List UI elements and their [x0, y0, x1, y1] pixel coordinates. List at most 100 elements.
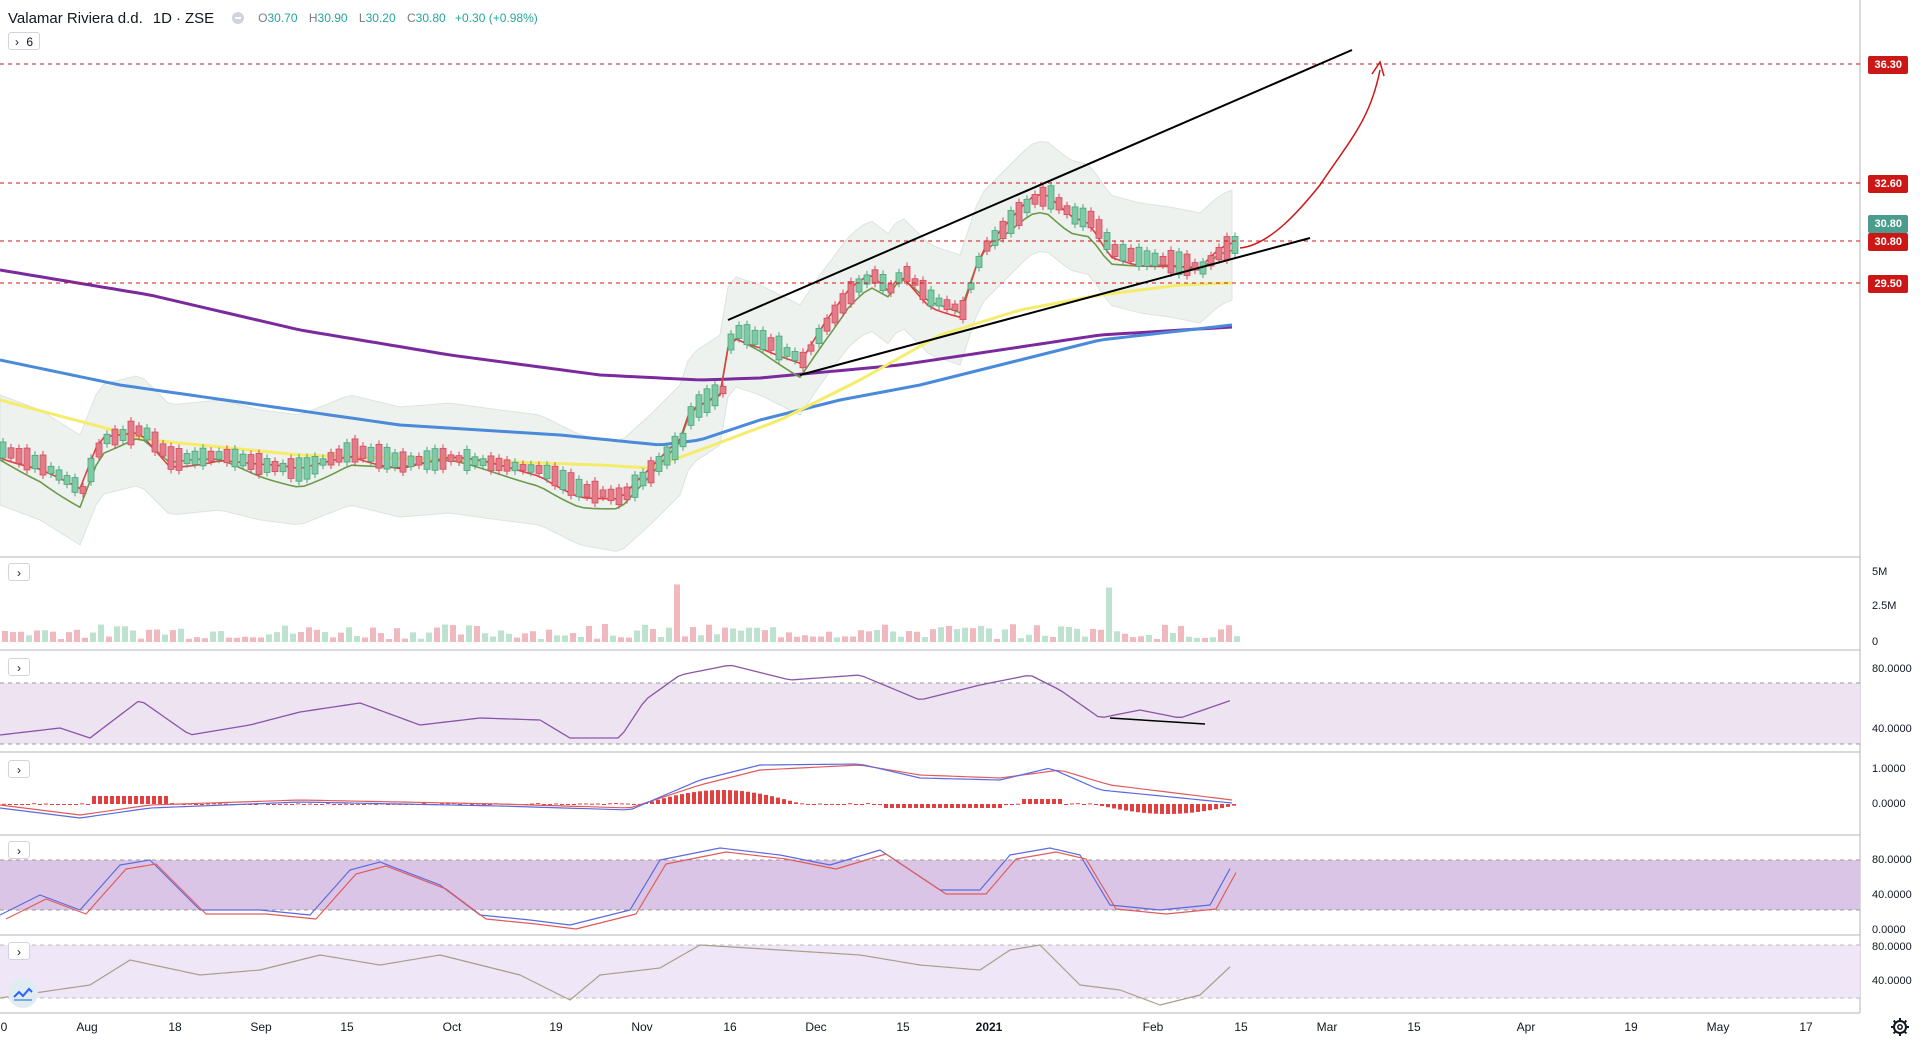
volume-bar: [882, 624, 888, 642]
candle-body: [967, 282, 975, 290]
macd-histogram-bar: [932, 804, 936, 808]
interval[interactable]: 1D: [152, 9, 172, 27]
candle-body: [295, 457, 303, 482]
volume-bar: [906, 631, 912, 642]
candle-body: [1015, 202, 1023, 226]
macd-histogram-bar: [1088, 803, 1092, 805]
time-axis-label: Dec: [805, 1020, 827, 1034]
time-axis-label: 15: [340, 1020, 354, 1034]
macd-histogram-bar: [92, 796, 96, 804]
oscillator-line: [0, 944, 1231, 1006]
candle-body: [1215, 247, 1223, 261]
candle-body: [1119, 244, 1127, 262]
candle-body: [943, 299, 951, 311]
oscillator-pane-toggle[interactable]: ›: [8, 942, 30, 960]
volume-bar: [346, 627, 352, 642]
tradingview-logo[interactable]: [8, 978, 38, 1008]
candle-body: [351, 438, 359, 463]
macd-histogram-bar: [1190, 804, 1194, 813]
symbol-header: Valamar Riviera d.d. 1D · ZSE O30.70 H30…: [8, 9, 538, 27]
volume-bar: [386, 638, 392, 642]
macd-histogram-bar: [914, 804, 918, 808]
volume-bar: [610, 635, 616, 642]
macd-histogram-bar: [566, 804, 570, 805]
symbol-name[interactable]: Valamar Riviera d.d.: [8, 9, 143, 27]
volume-bar: [994, 638, 1000, 642]
volume-bar: [722, 627, 728, 642]
volume-bar: [786, 632, 792, 642]
volume-bar: [842, 636, 848, 642]
candle-body: [1159, 255, 1167, 266]
volume-bar: [98, 624, 104, 642]
candle-body: [911, 278, 919, 286]
macd-histogram-bar: [812, 804, 816, 805]
volume-bar: [2, 630, 8, 642]
macd-histogram-bar: [974, 804, 978, 808]
volume-bar: [1058, 626, 1064, 642]
candle-body: [95, 442, 103, 458]
macd-histogram-bar: [362, 804, 366, 805]
volume-bar: [746, 627, 752, 642]
macd-histogram-bar: [1022, 799, 1026, 804]
indicators-toggle-button[interactable]: › 6: [8, 32, 40, 50]
macd-histogram-bar: [560, 804, 564, 805]
volume-bar: [306, 627, 312, 642]
macd-axis-label: 0.0000: [1872, 798, 1906, 810]
macd-histogram-bar: [1016, 803, 1020, 805]
macd-histogram-bar: [992, 804, 996, 808]
volume-axis-label: 0: [1872, 636, 1879, 648]
volume-bar: [922, 637, 928, 642]
volume-bar: [490, 636, 496, 642]
moving-average-100: [0, 323, 1233, 447]
macd-pane-toggle[interactable]: ›: [8, 760, 30, 778]
candle-body: [199, 447, 207, 467]
candle-body: [399, 451, 407, 473]
macd-histogram-bar: [890, 804, 894, 808]
time-axis-label: Mar: [1316, 1020, 1338, 1034]
candle-body: [1143, 250, 1151, 267]
macd-histogram-bar: [1058, 799, 1062, 804]
stochastic-pane-toggle[interactable]: ›: [8, 841, 30, 859]
macd-histogram-bar: [302, 804, 306, 805]
macd-histogram-bar: [224, 803, 228, 805]
macd-histogram-bar: [104, 796, 108, 804]
candle-body: [887, 283, 895, 294]
candle-body: [927, 289, 935, 307]
candle-body: [103, 433, 111, 445]
candle-body: [807, 344, 815, 352]
macd-histogram-bar: [290, 804, 294, 805]
candle-body: [367, 446, 375, 462]
volume-axis-label: 5M: [1872, 566, 1888, 578]
volume-bar: [890, 631, 896, 642]
macd-histogram-bar: [1184, 804, 1188, 814]
candle-body: [335, 448, 343, 463]
macd-histogram-bar: [752, 792, 756, 804]
volume-bar: [122, 626, 128, 642]
macd-histogram-bar: [1232, 804, 1236, 806]
gear-icon[interactable]: [1890, 1017, 1910, 1037]
oscillator-band: [0, 945, 1860, 998]
volume-pane-toggle[interactable]: ›: [8, 563, 30, 581]
macd-histogram-bar: [332, 804, 336, 805]
volume-bar: [738, 630, 744, 642]
candle-body: [1055, 197, 1063, 211]
price-label-level-3: 30.80: [1868, 233, 1908, 251]
macd-histogram-bar: [1208, 804, 1212, 811]
candle-body: [159, 443, 167, 457]
macd-histogram-bar: [182, 804, 186, 805]
price-label-level-1: 36.30: [1868, 56, 1908, 74]
macd-histogram-bar: [710, 790, 714, 804]
volume-bar: [114, 626, 120, 642]
rsi-pane-toggle[interactable]: ›: [8, 658, 30, 676]
volume-bar: [506, 633, 512, 642]
volume-bar: [50, 631, 56, 642]
volume-bar: [650, 629, 656, 642]
moving-average-50: [0, 281, 1233, 470]
macd-histogram-bar: [1052, 799, 1056, 804]
candle-body: [791, 351, 799, 361]
volume-bar: [850, 636, 856, 642]
candle-body: [439, 447, 447, 470]
volume-bar: [290, 633, 296, 642]
